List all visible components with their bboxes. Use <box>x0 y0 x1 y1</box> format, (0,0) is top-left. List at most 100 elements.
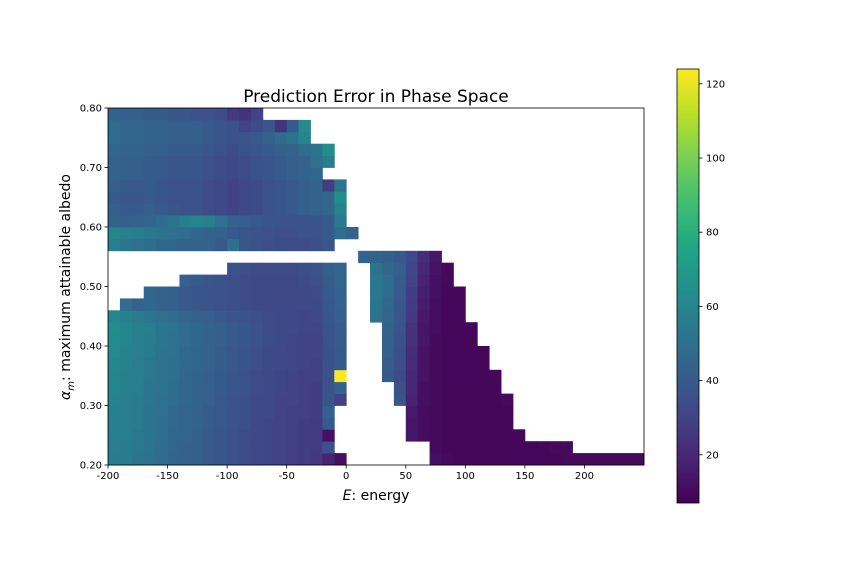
x-axis-label-text: : energy <box>351 488 409 504</box>
heatmap-cell <box>274 143 288 156</box>
heatmap-cell <box>298 334 311 347</box>
heatmap-cell <box>620 453 633 466</box>
heatmap-cell <box>227 298 240 311</box>
heatmap-cell <box>215 405 228 418</box>
heatmap-cell <box>191 405 204 418</box>
heatmap-cell <box>310 357 323 371</box>
heatmap-cell <box>131 429 145 442</box>
heatmap-cell <box>417 429 430 442</box>
heatmap-cell <box>239 298 252 311</box>
heatmap-cell <box>203 227 216 240</box>
heatmap-cell <box>215 155 228 168</box>
heatmap-cell <box>405 310 419 323</box>
heatmap-cell <box>393 381 407 394</box>
heatmap-cell <box>286 393 299 406</box>
heatmap-cell <box>429 346 442 359</box>
heatmap-cell <box>191 179 204 192</box>
heatmap-cell <box>191 274 204 287</box>
heatmap-cell <box>322 143 335 156</box>
heatmap-cell <box>393 346 407 359</box>
heatmap-cell <box>465 334 478 347</box>
heatmap-cell <box>179 322 192 335</box>
heatmap-cell <box>227 143 240 156</box>
heatmap-cell <box>322 227 335 240</box>
x-tick-label: 200 <box>575 471 594 482</box>
heatmap-cell <box>322 310 335 323</box>
heatmap-cell <box>215 310 228 323</box>
heatmap-cell <box>179 417 192 430</box>
heatmap-cell <box>370 298 383 311</box>
x-tick-label: -100 <box>216 471 239 482</box>
heatmap-cell <box>417 405 430 418</box>
heatmap-cell <box>286 143 299 156</box>
heatmap-cell <box>262 417 276 430</box>
x-tick-label: -50 <box>278 471 294 482</box>
heatmap-cell <box>322 191 335 204</box>
heatmap-cell <box>119 405 133 418</box>
heatmap-cell <box>143 286 157 299</box>
heatmap-cell <box>131 322 145 335</box>
heatmap-cell <box>262 227 276 240</box>
heatmap-cell <box>239 108 252 121</box>
colorbar-tick-label: 40 <box>706 376 719 387</box>
heatmap-cell <box>310 417 323 430</box>
heatmap-cell <box>250 310 264 323</box>
heatmap-cell <box>119 108 133 121</box>
heatmap-cell <box>203 357 216 371</box>
heatmap-cell <box>179 215 192 228</box>
heatmap-cell <box>465 381 478 394</box>
heatmap-cell <box>239 203 252 216</box>
x-tick-label: 150 <box>515 471 534 482</box>
heatmap-cell <box>298 417 311 430</box>
heatmap-cell <box>108 369 121 383</box>
heatmap-cell <box>441 381 454 394</box>
heatmap-cell <box>453 441 466 454</box>
heatmap-cell <box>131 417 145 430</box>
heatmap-cell <box>108 393 121 406</box>
heatmap-cell <box>405 250 419 264</box>
heatmap-cell <box>453 417 466 430</box>
heatmap-cell <box>131 310 145 323</box>
heatmap-cell <box>155 381 168 394</box>
colorbar <box>677 69 699 503</box>
heatmap-cell <box>143 310 157 323</box>
heatmap-cell <box>227 179 240 192</box>
x-tick-label: 50 <box>399 471 412 482</box>
heatmap-cell <box>322 179 335 192</box>
heatmap-cell <box>477 429 490 442</box>
heatmap-cell <box>453 334 466 347</box>
heatmap-cell <box>310 346 323 359</box>
heatmap-cell <box>167 298 180 311</box>
colorbar-tick-label: 20 <box>706 450 719 461</box>
heatmap-cell <box>155 346 168 359</box>
heatmap-cell <box>179 334 192 347</box>
heatmap-cell <box>250 108 264 121</box>
heatmap-cell <box>274 405 288 418</box>
heatmap-cell <box>250 429 264 442</box>
heatmap-cell <box>405 357 419 371</box>
heatmap-cell <box>465 405 478 418</box>
heatmap-cell <box>119 393 133 406</box>
heatmap-cell <box>465 393 478 406</box>
heatmap-cells <box>108 108 645 466</box>
heatmap-cell <box>179 203 192 216</box>
heatmap-cell <box>143 227 157 240</box>
heatmap-cell <box>262 453 276 466</box>
heatmap-cell <box>227 155 240 168</box>
heatmap-cell <box>143 191 157 204</box>
heatmap-cell <box>262 262 276 275</box>
y-tick-label: 0.40 <box>80 342 102 353</box>
y-axis-ticks: 0.20 0.30 0.40 0.50 0.60 0.70 0.80 <box>80 104 108 472</box>
heatmap-cell <box>250 262 264 275</box>
heatmap-cell <box>179 357 192 371</box>
heatmap-cell <box>215 357 228 371</box>
heatmap-cell <box>191 417 204 430</box>
heatmap-cell <box>322 155 335 168</box>
heatmap-cell <box>239 322 252 335</box>
heatmap-cell <box>119 357 133 371</box>
heatmap-cell <box>155 108 168 121</box>
heatmap-cell <box>155 119 168 133</box>
heatmap-cell <box>108 453 121 466</box>
heatmap-cell <box>119 215 133 228</box>
heatmap-cell <box>453 346 466 359</box>
